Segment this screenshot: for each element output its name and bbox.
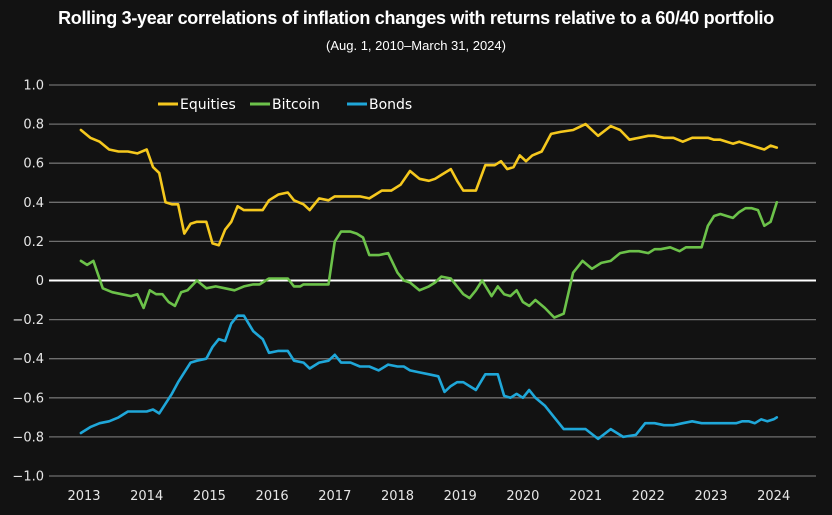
y-tick-label: 0.4 [23,196,44,211]
x-tick-label: 2013 [67,489,100,504]
y-axis: 1.0 0.8 0.6 0.4 0.2 0 −0.2 −0.4 −0.6 −0.8 −1.0 [12,79,44,485]
chart-subtitle: (Aug. 1, 2010–March 31, 2024) [326,38,506,53]
x-tick-label: 2019 [444,489,477,504]
gridlines [49,84,816,477]
x-tick-label: 2024 [757,489,790,504]
y-tick-label: 0.6 [23,157,44,172]
series-line-equities [79,122,779,247]
y-tick-label: 0.2 [23,235,44,250]
series-lines [79,122,779,441]
legend: Equities Bitcoin Bonds [158,97,412,113]
x-tick-label: 2018 [381,489,414,504]
series-line-bonds [79,314,779,441]
chart-title: Rolling 3-year correlations of inflation… [58,8,774,28]
y-tick-label: 0.8 [23,118,44,133]
x-tick-label: 2022 [632,489,665,504]
y-tick-label: −1.0 [12,470,44,485]
y-tick-label: −0.6 [12,391,44,406]
legend-label-bitcoin: Bitcoin [272,97,320,113]
y-tick-label: −0.2 [12,313,44,328]
x-tick-label: 2014 [130,489,163,504]
x-axis: 2013 2014 2015 2016 2017 2018 2019 2020 2021 2022… [67,489,790,504]
series-line-bitcoin [79,201,779,319]
x-tick-label: 2021 [569,489,602,504]
y-tick-label: 0 [36,274,44,289]
x-tick-label: 2023 [694,489,727,504]
y-tick-label: −0.4 [12,352,44,367]
legend-label-equities: Equities [180,97,236,113]
x-tick-label: 2017 [318,489,351,504]
y-tick-label: −0.8 [12,430,44,445]
y-tick-label: 1.0 [23,79,44,94]
x-tick-label: 2015 [193,489,226,504]
x-tick-label: 2020 [506,489,539,504]
x-tick-label: 2016 [256,489,289,504]
legend-label-bonds: Bonds [369,97,412,113]
